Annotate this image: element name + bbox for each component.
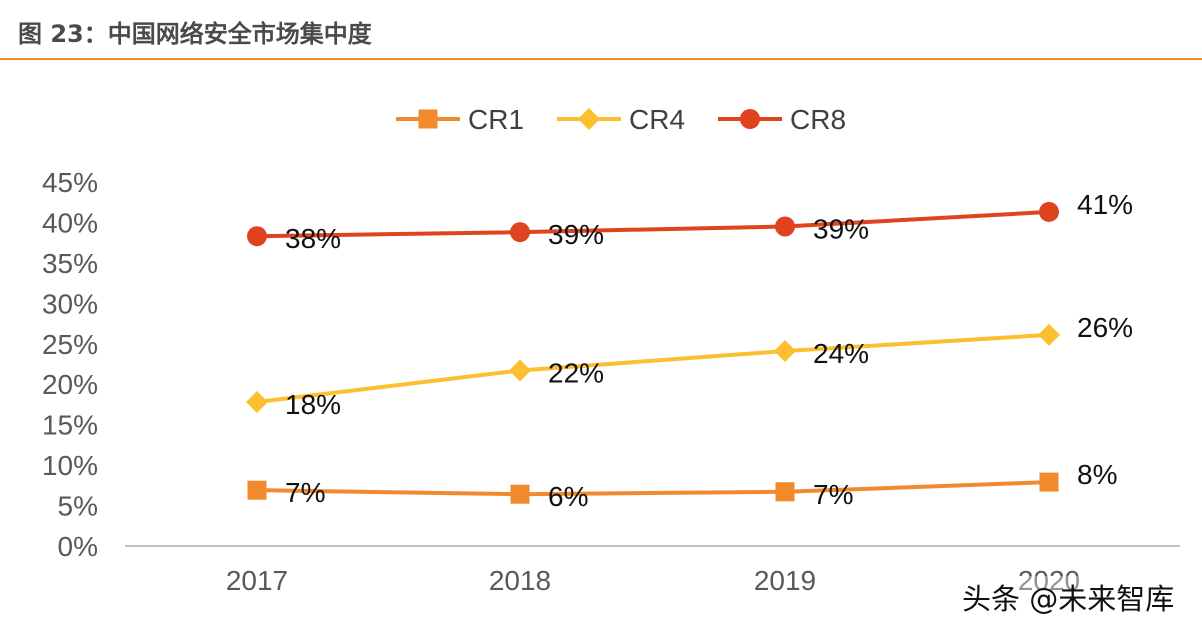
data-point [247, 480, 267, 500]
legend-label: CR1 [468, 104, 524, 135]
y-tick-label: 15% [42, 410, 98, 441]
data-point [775, 216, 795, 237]
data-label: 7% [285, 477, 325, 508]
title-divider [0, 58, 1202, 60]
data-point [509, 359, 531, 382]
data-point [774, 340, 796, 363]
legend-label: CR8 [790, 104, 846, 135]
data-label: 39% [813, 213, 869, 244]
data-point [510, 222, 530, 243]
data-point [775, 482, 795, 502]
legend-marker [740, 109, 760, 129]
page-title: 图 23：中国网络安全市场集中度 [18, 20, 372, 48]
data-point [246, 391, 268, 414]
x-tick-label: 2020 [1018, 565, 1080, 596]
y-tick-label: 20% [42, 369, 98, 400]
data-label: 8% [1077, 459, 1117, 490]
y-tick-label: 25% [42, 329, 98, 360]
legend: CR1 CR4 CR8 [396, 104, 846, 135]
legend-label: CR4 [629, 104, 685, 135]
data-label: 6% [548, 481, 588, 512]
x-tick-label: 2018 [489, 565, 551, 596]
series-line [256, 332, 1050, 405]
data-label: 39% [548, 219, 604, 250]
data-label: 22% [548, 357, 604, 388]
series-cr4: 18% 22% 24% 26% [246, 312, 1133, 420]
data-point [1039, 472, 1059, 492]
y-tick-label: 30% [42, 288, 98, 319]
series-line [256, 209, 1050, 239]
x-axis: 2017 2018 2019 2020 [125, 545, 1180, 596]
series-line [256, 480, 1050, 497]
data-label: 38% [285, 223, 341, 254]
legend-marker [418, 109, 438, 129]
y-axis: 0% 5% 10% 15% 20% 25% 30% 35% 40% 45% [42, 167, 98, 562]
y-tick-label: 40% [42, 207, 98, 238]
legend-item-cr4: CR4 [557, 104, 685, 135]
y-tick-label: 5% [58, 491, 98, 522]
y-tick-label: 45% [42, 167, 98, 198]
data-label: 7% [813, 479, 853, 510]
watermark: 头条 @未来智库 [962, 576, 1175, 618]
legend-marker [578, 108, 600, 130]
legend-item-cr1: CR1 [396, 104, 524, 135]
series-cr1: 7% 6% 7% 8% [247, 459, 1117, 512]
data-point [247, 226, 267, 247]
data-point [1038, 323, 1060, 346]
data-label: 41% [1077, 189, 1133, 220]
x-tick-label: 2017 [226, 565, 288, 596]
x-tick-label: 2019 [754, 565, 816, 596]
series-cr8: 38% 39% 39% 41% [247, 189, 1133, 254]
series-layer: 7% 6% 7% 8% 18% 22% 24% 26% 38% 39% 39% 41% [246, 189, 1133, 512]
legend-item-cr8: CR8 [718, 104, 846, 135]
y-tick-label: 10% [42, 450, 98, 481]
data-point [510, 484, 530, 504]
data-label: 24% [813, 338, 869, 369]
y-tick-label: 0% [58, 531, 98, 562]
data-point [1039, 201, 1059, 222]
y-tick-label: 35% [42, 248, 98, 279]
data-label: 18% [285, 389, 341, 420]
data-label: 26% [1077, 312, 1133, 343]
